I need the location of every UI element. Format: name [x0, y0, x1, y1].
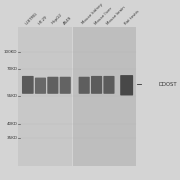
Text: 35KD: 35KD: [6, 136, 17, 140]
FancyBboxPatch shape: [91, 76, 102, 94]
Text: A549: A549: [63, 15, 73, 25]
Text: 70KD: 70KD: [6, 67, 17, 71]
FancyBboxPatch shape: [47, 77, 58, 94]
Text: HepG2: HepG2: [50, 13, 63, 25]
Text: HT-29: HT-29: [38, 14, 49, 25]
FancyBboxPatch shape: [60, 77, 71, 94]
FancyBboxPatch shape: [35, 78, 46, 94]
FancyBboxPatch shape: [79, 77, 90, 94]
Text: 40KD: 40KD: [6, 122, 17, 126]
Text: Mouse liver: Mouse liver: [94, 6, 113, 25]
FancyBboxPatch shape: [103, 76, 114, 94]
Text: Mouse kidney: Mouse kidney: [81, 3, 104, 25]
Text: 55KD: 55KD: [6, 94, 17, 98]
Bar: [73, 27, 136, 166]
Text: U-87MG: U-87MG: [25, 11, 39, 25]
FancyBboxPatch shape: [120, 75, 133, 95]
Text: DDOST: DDOST: [159, 82, 177, 87]
Text: Rat testis: Rat testis: [124, 9, 140, 25]
FancyBboxPatch shape: [22, 76, 34, 94]
Bar: [18, 27, 72, 166]
Text: 100KD: 100KD: [4, 50, 17, 54]
Text: Mouse brain: Mouse brain: [106, 5, 127, 25]
